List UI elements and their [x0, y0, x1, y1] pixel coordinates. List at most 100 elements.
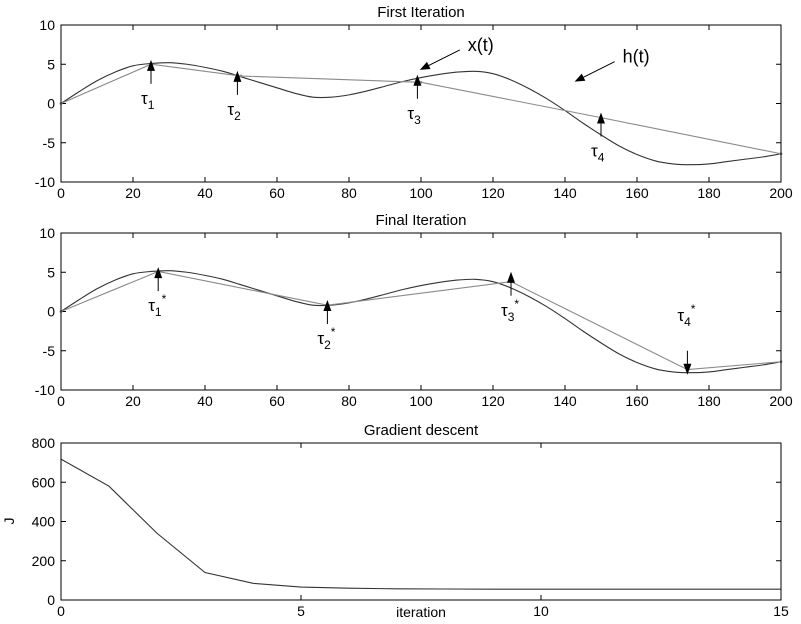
- panel2-tau3-star-symbol: τ: [501, 301, 508, 320]
- panel3-ytick-label: 800: [32, 435, 56, 451]
- panel3-axes-frame: [60, 442, 782, 601]
- panel1-series-ht-curve: [60, 63, 782, 155]
- panel1-tau1-arrow-head: [147, 59, 155, 71]
- panel2-tau2-star-arrow-head: [323, 300, 332, 312]
- panel2-ytick-label: 10: [39, 225, 55, 241]
- panel1-tau2-label: τ2: [227, 100, 241, 123]
- panel2-xtick-label: 200: [769, 393, 793, 409]
- panel1-title: First Iteration: [377, 4, 465, 21]
- panel1-xtick-label: 80: [341, 185, 357, 201]
- panel1-axes-frame: [60, 24, 782, 183]
- panel2-tau3-star-superscript: *: [514, 297, 519, 311]
- panel1-tau4-arrow-head: [597, 112, 605, 124]
- panel1-xtick-label: 120: [481, 185, 505, 201]
- panel1-tau3-symbol: τ: [407, 104, 414, 123]
- panel2-xtick-label: 40: [197, 393, 213, 409]
- panel2-tau1-star-superscript: *: [162, 292, 167, 306]
- panel1-ytick-label: 5: [47, 56, 55, 72]
- panel2-xtick-label: 100: [409, 393, 433, 409]
- panel1-tau3-label: τ3: [407, 104, 421, 127]
- panel-first-iteration: First Iteration 0 20 40 60 80 100 120 140 160 180…: [35, 4, 793, 201]
- panel1-h-knot-point: [239, 74, 243, 78]
- panel2-tau1-star-arrow-head: [154, 267, 163, 279]
- panel2-tau3-star-arrow-head: [507, 271, 515, 283]
- panel3-plot-area: 0 5 10 15 800 600 400 200 0: [32, 435, 789, 619]
- panel3-xtick-label: 15: [773, 603, 789, 619]
- panel3-xtick-label: 10: [533, 603, 549, 619]
- panel2-tau4-star-arrow-head: [683, 363, 692, 375]
- panel1-xtick-label: 60: [269, 185, 285, 201]
- panel-gradient-descent: Gradient descent 0 5 10 15 800 600 400 200 0 ite…: [1, 422, 789, 620]
- panel1-tau1-label: τ1: [141, 89, 155, 112]
- panel1-tau1-symbol: τ: [141, 89, 148, 108]
- panel3-ytick-label: 0: [47, 592, 55, 608]
- panel1-annotation-arrow-shaft: [580, 61, 615, 80]
- panel2-tau1-star-label: τ1*: [148, 292, 166, 319]
- panel2-tau4-star-symbol: τ: [677, 306, 684, 325]
- panel2-xtick-label: 120: [481, 393, 505, 409]
- panel1-ytick-label: -5: [43, 135, 56, 151]
- panel2-series-xt-curve: [60, 270, 782, 374]
- panel1-annotation-ht-label: h(t): [623, 47, 650, 67]
- panel2-plot-area: 0 20 40 60 80 100 120 140 160 180 2001050-5-10τ1*τ…: [35, 225, 793, 409]
- panel3-xtick-label: 0: [57, 603, 65, 619]
- panel2-xtick-label: 20: [125, 393, 141, 409]
- panel2-tau2-star-symbol: τ: [317, 329, 324, 348]
- panel1-tau3-subscript: 3: [414, 113, 421, 127]
- panel3-title: Gradient descent: [364, 422, 479, 439]
- panel1-tau2-symbol: τ: [227, 100, 234, 119]
- panel1-annotation-arrow-head: [419, 61, 431, 70]
- panel2-tau1-star-subscript: 1: [155, 305, 162, 319]
- panel1-tau4-label: τ4: [591, 141, 605, 164]
- panel2-tau4-star-label: τ4*: [677, 302, 695, 329]
- panel1-ytick-label: -10: [35, 174, 55, 190]
- panel2-tau2-star-superscript: *: [331, 325, 336, 339]
- panel2-xtick-label: 180: [697, 393, 721, 409]
- panel2-xtick-label: 160: [625, 393, 649, 409]
- panel1-xtick-label: 40: [197, 185, 213, 201]
- panel1-xtick-label: 100: [409, 185, 433, 201]
- panel1-tau3-arrow-head: [413, 74, 422, 86]
- panel2-ytick-label: 5: [47, 264, 55, 280]
- panel3-ytick-label: 600: [32, 474, 56, 490]
- panel2-xtick-label: 0: [57, 393, 65, 409]
- panel2-tau2-star-label: τ2*: [317, 325, 335, 352]
- panel2-tau4-star-subscript: 4: [684, 315, 691, 329]
- panel1-tau4-subscript: 4: [598, 150, 605, 164]
- panel2-ytick-label: 0: [47, 304, 55, 320]
- panel1-annotation-xt-label: x(t): [468, 35, 494, 55]
- panel1-xtick-label: 180: [697, 185, 721, 201]
- panel1-ytick-label: 0: [47, 96, 55, 112]
- panel3-ytick-label: 400: [32, 514, 56, 530]
- panel1-series-xt-curve: [60, 62, 782, 166]
- panel1-xtick-label: 0: [57, 185, 65, 201]
- panel1-tau2-subscript: 2: [234, 109, 241, 123]
- panel2-ytick-label: -5: [43, 343, 56, 359]
- panel-final-iteration: Final Iteration 0 20 40 60 80 100 120 140 160 180…: [35, 212, 793, 409]
- panel3-xlabel: iteration: [396, 604, 446, 620]
- panel1-xtick-label: 160: [625, 185, 649, 201]
- panel1-xtick-label: 200: [769, 185, 793, 201]
- panel2-xtick-label: 140: [553, 393, 577, 409]
- panel2-axes-frame: [60, 232, 782, 391]
- panel1-tau1-subscript: 1: [148, 98, 155, 112]
- panel2-tau3-star-label: τ3*: [501, 297, 519, 324]
- panel3-ylabel: J: [1, 518, 17, 525]
- panel2-tau3-star-subscript: 3: [508, 310, 515, 324]
- panel2-title: Final Iteration: [376, 212, 467, 229]
- panel1-ytick-label: 10: [39, 17, 55, 33]
- panel2-tau1-star-symbol: τ: [148, 296, 155, 315]
- panel3-ytick-label: 200: [32, 553, 56, 569]
- panel2-tau4-star-superscript: *: [691, 302, 696, 316]
- panel1-xtick-label: 20: [125, 185, 141, 201]
- panel3-xtick-label: 5: [297, 603, 305, 619]
- panel2-xtick-label: 60: [269, 393, 285, 409]
- panel1-tau2-arrow-head: [233, 70, 242, 82]
- panel2-series-ht-curve: [60, 270, 782, 371]
- panel1-annotation-arrow-shaft: [425, 49, 461, 68]
- panel1-xtick-label: 140: [553, 185, 577, 201]
- panel3-series-line-0: [60, 458, 781, 590]
- panel2-xtick-label: 80: [341, 393, 357, 409]
- panel2-ytick-label: -10: [35, 382, 55, 398]
